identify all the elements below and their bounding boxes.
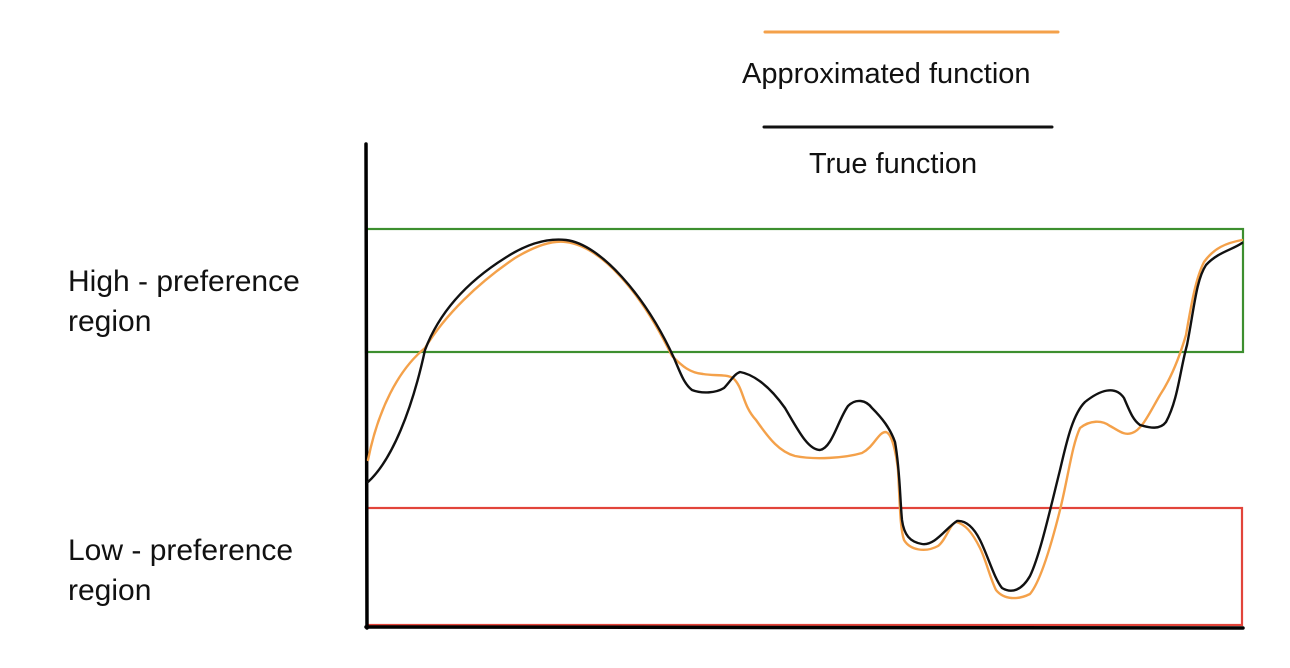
approximated-function-curve: [366, 238, 1244, 600]
low-preference-region-label: Low - preference region: [68, 534, 294, 607]
x-axis: [364, 625, 1245, 630]
legend-approximated-label: Approximated function: [742, 58, 1031, 90]
low-preference-region: [365, 506, 1244, 627]
high-preference-region-label: High - preference region: [68, 265, 300, 338]
true-function-curve: [366, 238, 1244, 592]
y-axis: [364, 142, 369, 630]
legend-true-label: True function: [809, 148, 978, 180]
high-preference-region: [364, 227, 1245, 354]
